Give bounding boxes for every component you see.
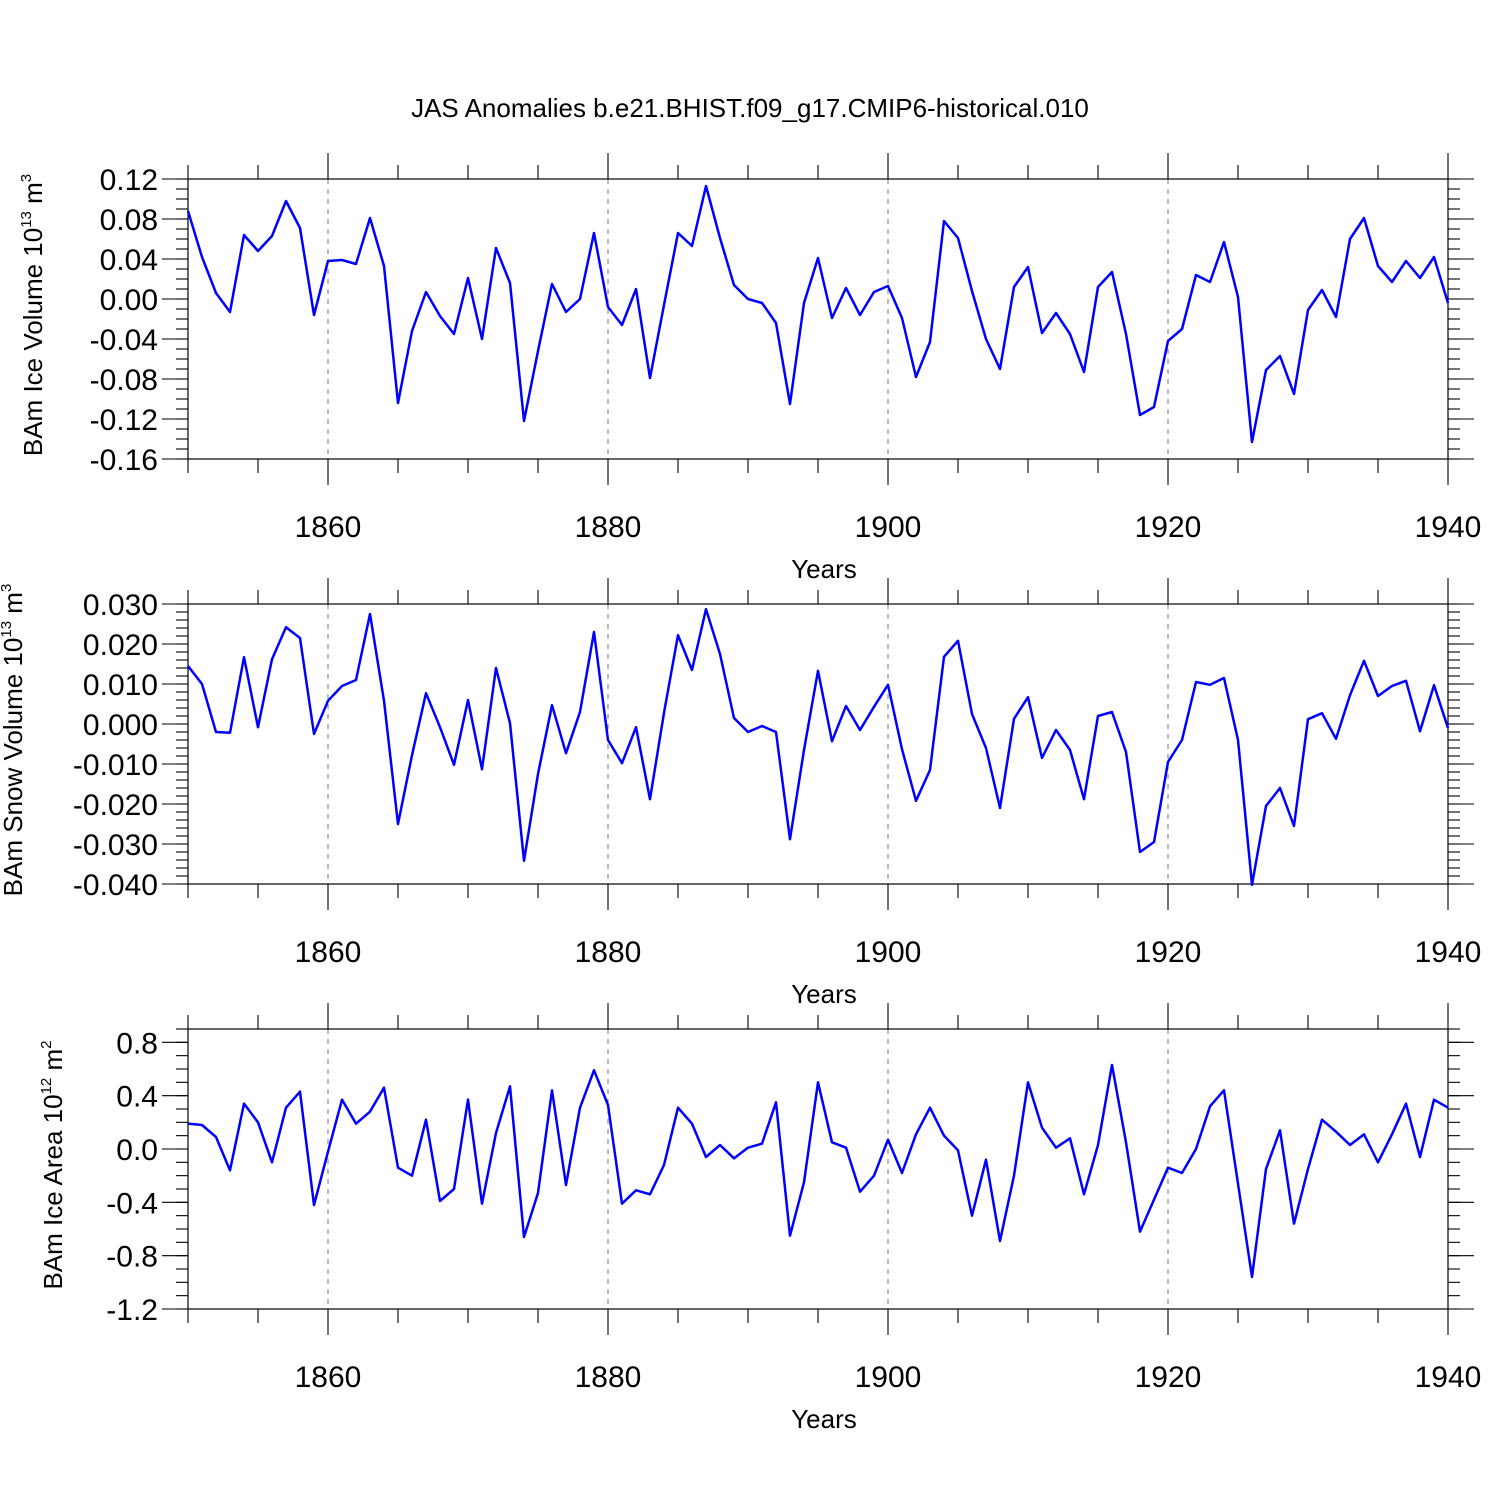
y-axis-label-superscript: 3 xyxy=(18,174,35,182)
y-tick-label: 0.4 xyxy=(116,1081,158,1114)
x-tick-label: 1900 xyxy=(855,1361,922,1394)
x-tick-label: 1880 xyxy=(575,511,642,544)
y-axis-label: BAm Ice Volume 1013 m3 xyxy=(18,174,48,456)
x-tick-label: 1860 xyxy=(295,936,362,969)
chart-panel-1: -0.16 -0.12 -0.08 -0.04 0.00 0.04 0.08 0.12 1860… xyxy=(18,153,1481,584)
y-tick-label: 0.04 xyxy=(100,244,158,277)
x-tick-label: 1880 xyxy=(575,1361,642,1394)
y-axis-label-text: m xyxy=(0,592,28,621)
x-tick-label: 1860 xyxy=(295,1361,362,1394)
y-tick-label: -0.8 xyxy=(106,1241,158,1274)
y-tick-label: -0.020 xyxy=(73,789,158,822)
figure-title: JAS Anomalies b.e21.BHIST.f09_g17.CMIP6-… xyxy=(411,93,1089,123)
y-axis-label-superscript: 3 xyxy=(0,584,15,592)
series-line xyxy=(186,184,1450,444)
x-tick-label: 1900 xyxy=(855,936,922,969)
y-axis-label-text: m xyxy=(18,182,48,211)
plot-frame xyxy=(187,1028,1449,1310)
chart-panel-3: -1.2 -0.8 -0.4 0.0 0.4 0.8 1860 1880 1900 1920 194… xyxy=(38,1003,1481,1434)
y-axis-label-text: m xyxy=(38,1049,68,1078)
y-axis-label-text: BAm Ice Area 10 xyxy=(38,1094,68,1289)
x-tick-label: 1880 xyxy=(575,936,642,969)
y-axis-label-text: BAm Ice Volume 10 xyxy=(18,228,48,456)
y-axis-label-superscript: 2 xyxy=(38,1040,55,1048)
y-tick-label: 0.12 xyxy=(100,164,158,197)
series-line xyxy=(187,1063,1449,1279)
series-line xyxy=(187,607,1450,887)
y-tick-label: -0.040 xyxy=(73,869,158,902)
y-axis-label-superscript: 12 xyxy=(38,1078,55,1095)
x-axis-label: Years xyxy=(791,554,857,584)
chart-panel-2: -0.040 -0.030 -0.020 -0.010 0.000 0.010 0.020 0… xyxy=(0,578,1481,1009)
y-tick-label: -1.2 xyxy=(106,1294,158,1327)
y-tick-label: -0.04 xyxy=(90,324,158,357)
y-axis-label: BAm Snow Volume 1013 m3 xyxy=(0,584,28,897)
plot-frame xyxy=(187,178,1449,460)
y-axis-label-superscript: 13 xyxy=(18,211,35,228)
y-tick-label: 0.030 xyxy=(83,589,158,622)
y-tick-label: -0.08 xyxy=(90,364,158,397)
x-tick-label: 1920 xyxy=(1135,1361,1202,1394)
y-tick-label: 0.020 xyxy=(83,629,158,662)
x-tick-label: 1900 xyxy=(855,511,922,544)
x-tick-label: 1920 xyxy=(1135,936,1202,969)
x-axis-label: Years xyxy=(791,979,857,1009)
y-tick-label: 0.0 xyxy=(116,1134,158,1167)
y-tick-label: 0.010 xyxy=(83,669,158,702)
y-tick-label: -0.4 xyxy=(106,1187,158,1220)
x-axis-label: Years xyxy=(791,1404,857,1434)
y-tick-label: -0.030 xyxy=(73,829,158,862)
y-axis-label: BAm Ice Area 1012 m2 xyxy=(38,1040,68,1289)
x-tick-label: 1940 xyxy=(1415,936,1482,969)
x-tick-label: 1940 xyxy=(1415,511,1482,544)
x-tick-label: 1860 xyxy=(295,511,362,544)
y-tick-label: -0.010 xyxy=(73,749,158,782)
x-tick-label: 1940 xyxy=(1415,1361,1482,1394)
y-axis-label-superscript: 13 xyxy=(0,621,15,638)
y-tick-label: 0.8 xyxy=(116,1027,158,1060)
x-tick-label: 1920 xyxy=(1135,511,1202,544)
y-tick-label: 0.00 xyxy=(100,284,158,317)
y-tick-label: -0.16 xyxy=(90,444,158,477)
y-tick-label: 0.000 xyxy=(83,709,158,742)
y-tick-label: -0.12 xyxy=(90,404,158,437)
y-tick-label: 0.08 xyxy=(100,204,158,237)
panels: -0.16 -0.12 -0.08 -0.04 0.00 0.04 0.08 0.12 1860… xyxy=(0,153,1481,1434)
plot-frame xyxy=(187,603,1449,885)
y-axis-label-text: BAm Snow Volume 10 xyxy=(0,638,28,897)
